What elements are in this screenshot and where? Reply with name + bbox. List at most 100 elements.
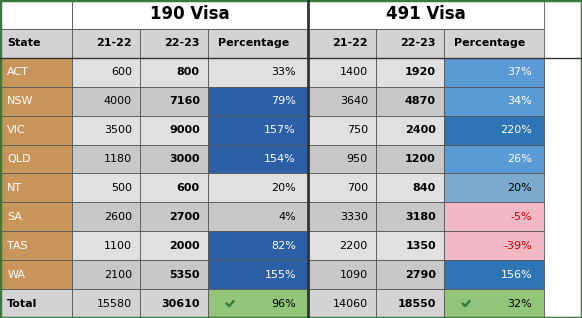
Text: 9000: 9000 <box>169 125 200 135</box>
Text: 4%: 4% <box>278 212 296 222</box>
Text: Total: Total <box>7 299 38 308</box>
Text: 1180: 1180 <box>104 154 132 164</box>
Text: 3180: 3180 <box>405 212 436 222</box>
Text: 22-23: 22-23 <box>400 38 436 48</box>
Text: 18550: 18550 <box>398 299 436 308</box>
Bar <box>0 260 72 289</box>
Text: 20%: 20% <box>271 183 296 193</box>
Bar <box>72 231 140 260</box>
Bar <box>140 29 208 58</box>
Text: 600: 600 <box>111 67 132 77</box>
Text: 20%: 20% <box>508 183 532 193</box>
Bar <box>208 87 308 116</box>
Bar <box>208 173 308 202</box>
Text: 30610: 30610 <box>161 299 200 308</box>
Text: QLD: QLD <box>7 154 31 164</box>
Bar <box>0 173 72 202</box>
Text: -39%: -39% <box>503 241 532 251</box>
Bar <box>376 289 444 318</box>
Bar <box>376 87 444 116</box>
Bar <box>208 231 308 260</box>
Bar <box>0 202 72 231</box>
Bar <box>208 145 308 173</box>
Bar <box>444 231 544 260</box>
Bar <box>140 260 208 289</box>
Bar <box>308 116 376 145</box>
Text: 2400: 2400 <box>405 125 436 135</box>
Bar <box>140 58 208 87</box>
Bar <box>0 145 72 173</box>
Bar <box>308 202 376 231</box>
Text: 154%: 154% <box>264 154 296 164</box>
Bar <box>444 29 544 58</box>
Bar <box>308 289 376 318</box>
Text: 14060: 14060 <box>333 299 368 308</box>
Bar <box>140 173 208 202</box>
Bar <box>308 87 376 116</box>
Bar <box>208 260 308 289</box>
Bar <box>72 58 140 87</box>
Text: 1400: 1400 <box>340 67 368 77</box>
Bar <box>444 202 544 231</box>
Text: 700: 700 <box>347 183 368 193</box>
Bar <box>0 29 72 58</box>
Text: 157%: 157% <box>264 125 296 135</box>
Bar <box>444 173 544 202</box>
Text: 1350: 1350 <box>405 241 436 251</box>
Text: 800: 800 <box>177 67 200 77</box>
Text: 1090: 1090 <box>340 270 368 280</box>
Bar <box>376 231 444 260</box>
Bar <box>72 145 140 173</box>
Text: 3640: 3640 <box>340 96 368 106</box>
Bar <box>376 173 444 202</box>
Text: 840: 840 <box>413 183 436 193</box>
Text: State: State <box>7 38 41 48</box>
Bar <box>0 58 72 87</box>
Bar <box>444 58 544 87</box>
Text: NSW: NSW <box>7 96 34 106</box>
Bar <box>140 202 208 231</box>
Text: VIC: VIC <box>7 125 26 135</box>
Text: WA: WA <box>7 270 25 280</box>
Bar <box>444 260 544 289</box>
Bar <box>308 231 376 260</box>
Text: 4870: 4870 <box>405 96 436 106</box>
Text: 3330: 3330 <box>340 212 368 222</box>
Text: TAS: TAS <box>7 241 28 251</box>
Bar <box>72 0 308 29</box>
Text: 7160: 7160 <box>169 96 200 106</box>
Bar <box>208 289 308 318</box>
Bar <box>72 289 140 318</box>
Text: 155%: 155% <box>264 270 296 280</box>
Text: 37%: 37% <box>508 67 532 77</box>
Bar <box>140 87 208 116</box>
Bar <box>308 260 376 289</box>
Bar <box>140 116 208 145</box>
Bar <box>208 29 308 58</box>
Bar <box>308 173 376 202</box>
Bar <box>72 29 140 58</box>
Bar <box>376 145 444 173</box>
Text: 34%: 34% <box>508 96 532 106</box>
Text: 2000: 2000 <box>169 241 200 251</box>
Text: 26%: 26% <box>508 154 532 164</box>
Text: NT: NT <box>7 183 22 193</box>
Text: 82%: 82% <box>271 241 296 251</box>
Text: 79%: 79% <box>271 96 296 106</box>
Text: Percentage: Percentage <box>454 38 525 48</box>
Text: 22-23: 22-23 <box>164 38 200 48</box>
Bar <box>376 29 444 58</box>
Bar <box>444 87 544 116</box>
Text: 15580: 15580 <box>97 299 132 308</box>
Text: 21-22: 21-22 <box>332 38 368 48</box>
Bar <box>444 116 544 145</box>
Bar <box>140 289 208 318</box>
Bar <box>0 289 72 318</box>
Text: 2100: 2100 <box>104 270 132 280</box>
Text: 491 Visa: 491 Visa <box>386 5 466 24</box>
Text: -5%: -5% <box>510 212 532 222</box>
Text: 220%: 220% <box>500 125 532 135</box>
Text: Percentage: Percentage <box>218 38 289 48</box>
Text: 2700: 2700 <box>169 212 200 222</box>
Text: 33%: 33% <box>271 67 296 77</box>
